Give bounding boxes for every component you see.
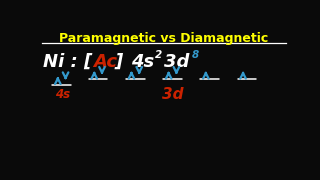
Text: Ni : [: Ni : [ [43, 53, 92, 71]
Text: 3d: 3d [164, 53, 189, 71]
Text: 8: 8 [192, 50, 199, 60]
Text: 3d: 3d [162, 87, 183, 102]
Text: 4s: 4s [132, 53, 155, 71]
Text: Paramagnetic vs Diamagnetic: Paramagnetic vs Diamagnetic [60, 32, 268, 45]
Text: 4s: 4s [55, 88, 70, 101]
Text: 2: 2 [155, 50, 162, 60]
Text: Ac: Ac [93, 53, 117, 71]
Text: ]: ] [115, 53, 123, 71]
